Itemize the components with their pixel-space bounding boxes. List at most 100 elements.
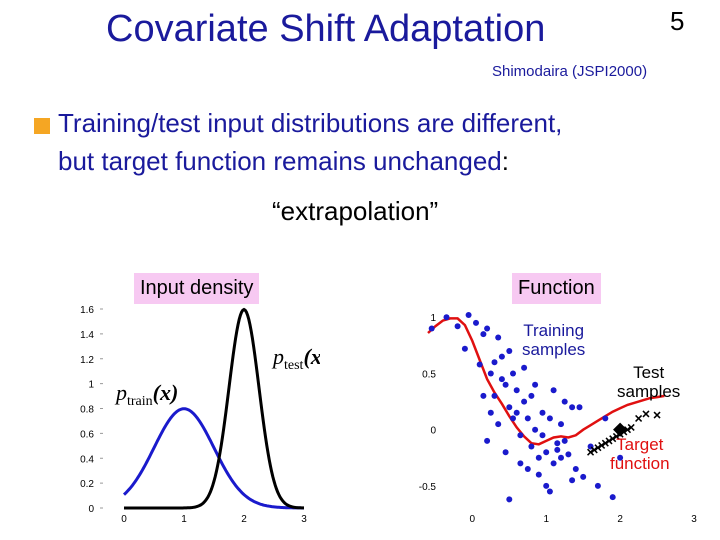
test-sample-stroke	[609, 435, 617, 443]
test-sample-point	[605, 437, 613, 445]
training-sample-point	[428, 325, 435, 332]
training-sample-point	[498, 353, 505, 360]
right-y-tick-label: 1	[430, 313, 436, 324]
training-sample-point	[617, 454, 624, 461]
training-sample-point	[513, 387, 520, 394]
training-sample-point	[465, 312, 472, 318]
training-sample-point	[528, 443, 535, 450]
training-sample-point	[524, 415, 531, 422]
training-sample-point	[546, 415, 553, 422]
right-x-tick-label: 0	[470, 514, 476, 525]
right-y-tick-label: 0.5	[422, 369, 436, 380]
training-sample-point	[543, 482, 550, 489]
test-sample-point	[627, 423, 635, 431]
training-sample-point	[491, 392, 498, 399]
p-train-curve	[122, 407, 304, 510]
training-sample-point	[539, 409, 546, 416]
test-sample-stroke	[587, 448, 595, 456]
training-sample-point	[543, 449, 550, 456]
training-sample-point	[510, 415, 516, 422]
test-sample-stroke	[623, 426, 632, 434]
training-sample-point	[535, 454, 542, 461]
training-sample-point	[546, 488, 553, 495]
test-sample-stroke	[642, 410, 650, 418]
training-sample-point	[502, 449, 509, 456]
training-sample-point	[480, 331, 487, 338]
training-samples-line-2: samples	[522, 340, 586, 359]
training-samples-line-1: Training	[523, 321, 585, 340]
left-x-tick-label: 0	[121, 514, 127, 525]
test-sample-point	[653, 411, 661, 419]
training-sample-point	[521, 364, 528, 371]
training-sample-point	[576, 404, 583, 411]
training-sample-point	[517, 460, 524, 467]
training-sample-point	[506, 496, 513, 503]
slide-title: Covariate Shift Adaptation	[106, 8, 546, 50]
training-sample-point	[487, 370, 494, 377]
training-sample-point	[569, 477, 576, 484]
training-sample-point	[498, 376, 505, 383]
training-samples-annotation: Training samples	[522, 321, 585, 359]
training-sample-point	[476, 361, 483, 368]
training-sample-point	[510, 370, 516, 377]
training-sample-point	[532, 381, 539, 388]
extrapolation-quote: “extrapolation”	[272, 196, 439, 226]
test-samples-annotation: Test samples	[617, 363, 680, 401]
target-function-line-2: function	[610, 454, 670, 473]
training-sample-point	[535, 471, 542, 478]
slide-number: 5	[670, 6, 685, 36]
test-samples-line-2: samples	[617, 382, 681, 401]
left-y-tick-label: 0.8	[80, 405, 94, 416]
training-sample-point	[572, 466, 579, 472]
right-y-tick-label: -0.5	[419, 482, 437, 493]
training-sample-point	[473, 319, 479, 326]
training-sample-point	[487, 409, 494, 416]
test-sample-point	[601, 439, 609, 447]
test-sample-stroke	[601, 439, 609, 447]
bullet-line-1: Training/test input distributions are di…	[58, 108, 563, 138]
function-label: Function	[512, 273, 601, 304]
training-sample-point	[506, 404, 513, 411]
test-sample-stroke	[594, 444, 602, 452]
training-sample-point	[521, 398, 528, 405]
training-sample-point	[480, 392, 487, 399]
test-samples-line-1: Test	[633, 363, 665, 382]
right-chart-training-points	[428, 312, 624, 503]
training-sample-point	[561, 398, 568, 405]
training-sample-point	[491, 359, 498, 366]
right-x-tick-label: 2	[617, 514, 623, 525]
p-test-label: ptest(x)	[271, 344, 320, 373]
training-sample-point	[580, 473, 587, 480]
bullet-line-2-main: but target function remains unchanged	[58, 146, 502, 176]
training-sample-point	[558, 454, 564, 461]
test-sample-point	[590, 446, 598, 454]
training-sample-point	[554, 446, 561, 453]
training-sample-point	[513, 409, 520, 416]
training-sample-point	[532, 426, 539, 433]
right-chart-curve	[427, 317, 665, 446]
training-sample-point	[539, 432, 546, 439]
left-y-tick-label: 1	[88, 380, 94, 391]
test-sample-stroke	[635, 414, 643, 422]
right-x-tick-label: 1	[543, 514, 549, 525]
training-sample-point	[528, 392, 535, 399]
training-sample-point	[484, 437, 491, 444]
input-density-chart: 0 0.2 0.4 0.6 0.8 1 1.2 1.4 1.6 0 1 2 3 ptest(x) ptr…	[80, 305, 320, 525]
left-chart-curves	[122, 307, 304, 510]
test-sample-point	[609, 435, 617, 443]
training-sample-point	[454, 323, 461, 330]
training-sample-point	[609, 494, 616, 501]
bullet-line-2-colon: :	[501, 146, 509, 176]
input-density-label: Input density	[134, 273, 260, 304]
training-sample-point	[524, 466, 531, 472]
left-x-tick-label: 3	[301, 514, 307, 525]
training-sample-point	[495, 334, 502, 341]
left-y-tick-label: 0	[88, 504, 94, 515]
test-sample-stroke	[605, 437, 613, 445]
training-sample-point	[506, 348, 513, 354]
test-sample-point	[642, 410, 650, 418]
training-sample-point	[565, 451, 572, 458]
training-sample-point	[550, 460, 557, 467]
right-y-tick-label: 0	[430, 426, 436, 437]
left-y-tick-label: 1.6	[80, 305, 94, 316]
